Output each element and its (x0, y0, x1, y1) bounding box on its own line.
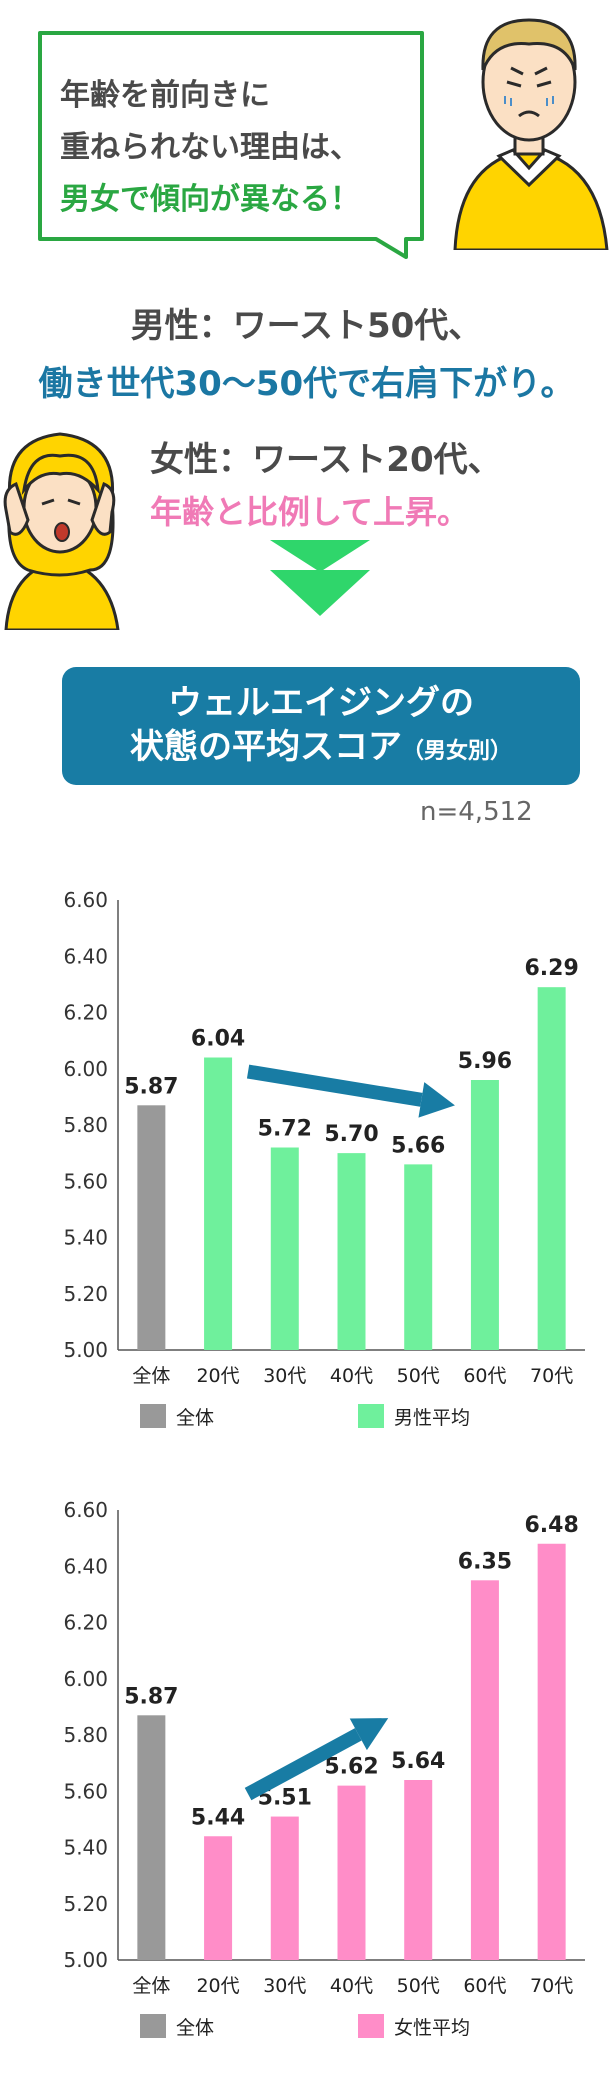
legend-swatch-overall (140, 1404, 166, 1428)
legend-label-female: 女性平均 (394, 2017, 470, 2039)
bar-value-label: 5.66 (391, 1133, 445, 1158)
bar-female-1 (204, 1836, 233, 1960)
y-tick-label: 5.60 (63, 1779, 108, 1803)
male-summary-line1: 男性：ワースト50代、 (130, 306, 483, 346)
female-summary-line2: 年齢と比例して上昇。 (150, 493, 470, 531)
intro-text: 年齢を前向きに 重ねられない理由は、 男女で傾向が異なる！ (60, 70, 430, 226)
bar-female-5 (470, 1580, 499, 1960)
bar-male-4 (404, 1164, 433, 1350)
chart-title-line1: ウェルエイジングの (168, 683, 474, 723)
y-tick-label: 6.00 (63, 1057, 108, 1081)
bar-male-6 (537, 987, 566, 1350)
y-tick-label: 5.80 (63, 1723, 108, 1747)
x-tick-label: 40代 (330, 1365, 373, 1387)
intro-line3: 男女で傾向が異なる！ (60, 182, 360, 217)
y-tick-label: 5.80 (63, 1113, 108, 1137)
sample-size: n=4,512 (420, 797, 533, 827)
x-tick-label: 50代 (397, 1365, 440, 1387)
male-summary-line2: 働き世代30〜50代で右肩下がり。 (38, 364, 575, 404)
x-tick-label: 70代 (530, 1365, 573, 1387)
bar-female-3 (337, 1785, 366, 1960)
y-tick-label: 6.60 (63, 888, 108, 912)
bar-value-label: 5.64 (391, 1749, 445, 1774)
y-tick-label: 6.40 (63, 1554, 108, 1578)
legend-label-male: 男性平均 (394, 1407, 470, 1429)
bar-value-label: 5.44 (191, 1805, 245, 1830)
x-tick-label: 20代 (196, 1365, 239, 1387)
chevron-down-icon (270, 540, 370, 616)
y-tick-label: 5.40 (63, 1836, 108, 1860)
legend-swatch-female (358, 2014, 384, 2038)
x-tick-label: 60代 (463, 1365, 506, 1387)
trend-arrow-head (418, 1082, 455, 1118)
bar-value-label: 6.29 (525, 956, 579, 981)
female-bar-chart: 5.00 5.20 5.40 5.60 5.80 6.00 6.20 6.40 6.60 5.87… (63, 1498, 585, 2039)
trend-arrow-shaft (244, 1728, 362, 1801)
chart-title-box: ウェルエイジングの 状態の平均スコア（男女別） (62, 667, 580, 785)
y-tick-label: 6.60 (63, 1498, 108, 1522)
bar-value-label: 6.35 (458, 1549, 512, 1574)
y-tick-label: 6.00 (63, 1667, 108, 1691)
bar-overall (137, 1105, 166, 1350)
y-tick-label: 5.00 (63, 1338, 108, 1362)
y-tick-label: 6.20 (63, 1611, 108, 1635)
male-bar-chart: 5.00 5.20 5.40 5.60 5.80 6.00 6.20 6.40 6.60 5.87… (63, 888, 585, 1429)
bar-value-label: 6.04 (191, 1027, 245, 1052)
bar-overall (137, 1715, 166, 1960)
legend-swatch-male (358, 1404, 384, 1428)
y-tick-label: 5.20 (63, 1892, 108, 1916)
x-tick-label: 全体 (132, 1975, 170, 1997)
y-tick-label: 5.40 (63, 1226, 108, 1250)
bar-value-label: 6.48 (525, 1513, 579, 1538)
bar-value-label: 5.72 (258, 1117, 312, 1142)
legend-label-overall: 全体 (176, 2017, 214, 2039)
legend-label-overall: 全体 (176, 1407, 214, 1429)
x-tick-label: 70代 (530, 1975, 573, 1997)
chart-title-sub: （男女別） (401, 739, 512, 764)
x-tick-label: 40代 (330, 1975, 373, 1997)
y-tick-label: 5.00 (63, 1948, 108, 1972)
bar-male-5 (470, 1080, 499, 1350)
legend-swatch-overall (140, 2014, 166, 2038)
bar-female-4 (404, 1780, 433, 1960)
y-tick-label: 6.40 (63, 944, 108, 968)
bar-value-label: 5.87 (124, 1074, 178, 1099)
speech-bubble (38, 31, 424, 259)
bar-value-label: 5.70 (324, 1122, 378, 1147)
x-tick-label: 30代 (263, 1365, 306, 1387)
trend-arrow-head (349, 1718, 389, 1751)
worried-man-illustration (453, 18, 609, 250)
x-tick-label: 50代 (397, 1975, 440, 1997)
x-tick-label: 60代 (463, 1975, 506, 1997)
bar-male-1 (204, 1057, 233, 1350)
bar-male-3 (337, 1153, 366, 1350)
x-tick-label: 30代 (263, 1975, 306, 1997)
y-tick-label: 5.60 (63, 1169, 108, 1193)
bar-female-2 (270, 1816, 299, 1960)
bar-value-label: 5.62 (324, 1755, 378, 1780)
female-summary-line1: 女性：ワースト20代、 (150, 440, 502, 480)
x-tick-label: 20代 (196, 1975, 239, 1997)
bar-female-6 (537, 1543, 566, 1960)
y-tick-label: 5.20 (63, 1282, 108, 1306)
trend-arrow-shaft (246, 1064, 423, 1107)
x-tick-label: 全体 (132, 1365, 170, 1387)
intro-line2: 重ねられない理由は、 (60, 130, 360, 165)
worried-woman-illustration (3, 432, 120, 630)
intro-line1: 年齢を前向きに (60, 78, 270, 113)
chart-title-line2: 状態の平均スコア (129, 727, 402, 767)
bar-value-label: 5.96 (458, 1049, 512, 1074)
y-tick-label: 6.20 (63, 1001, 108, 1025)
bar-male-2 (270, 1147, 299, 1350)
bar-value-label: 5.87 (124, 1684, 178, 1709)
